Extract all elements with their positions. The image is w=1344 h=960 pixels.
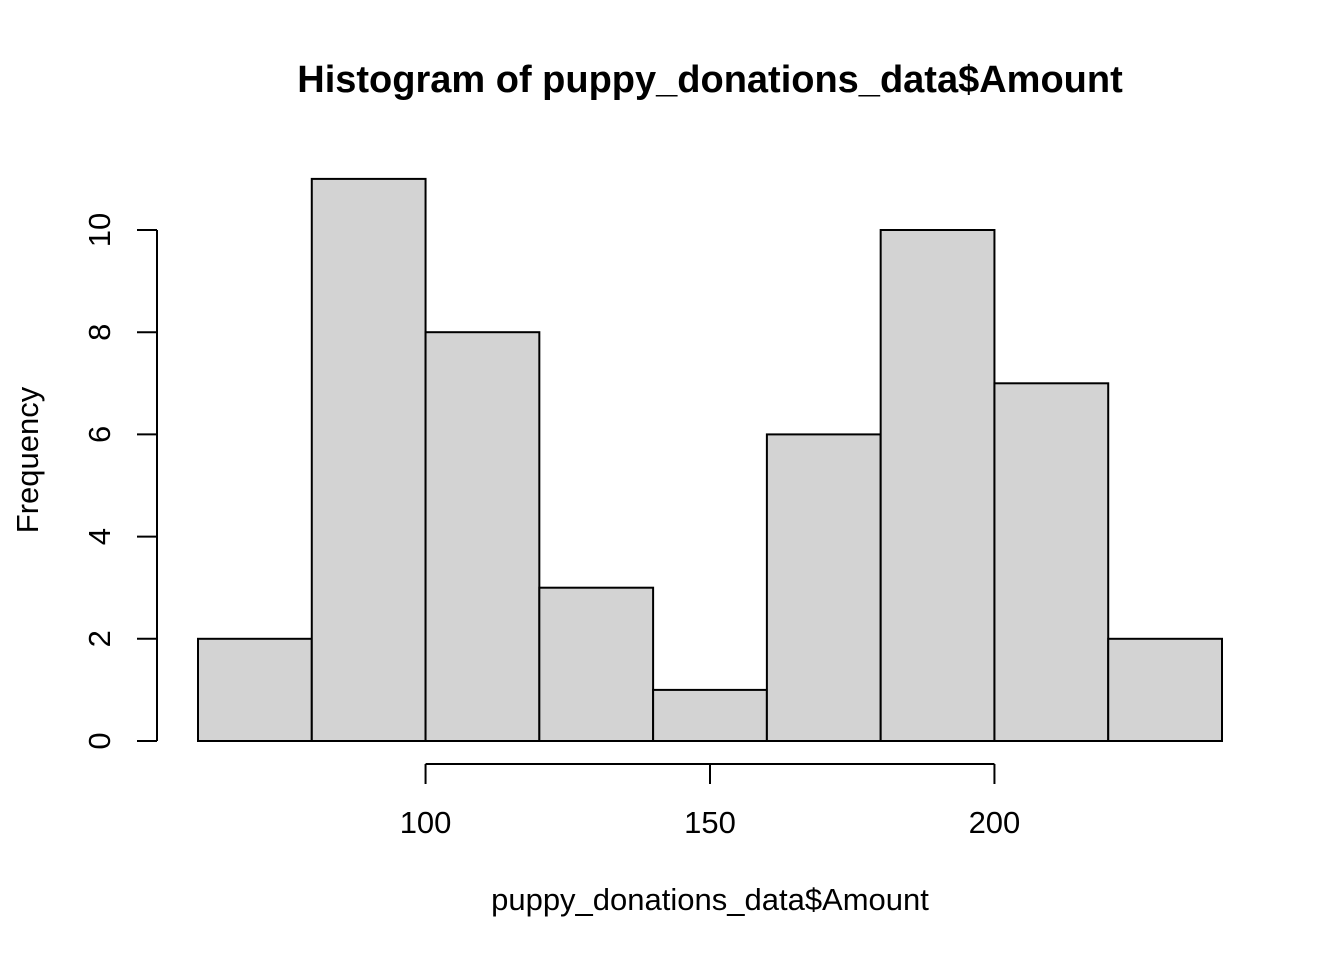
y-tick-label-6: 6 bbox=[82, 426, 117, 443]
y-axis-label: Frequency bbox=[10, 386, 45, 533]
histogram-bar-200-220 bbox=[993, 382, 1110, 742]
x-axis-label: puppy_donations_data$Amount bbox=[491, 882, 929, 917]
y-tick-label-8: 8 bbox=[82, 324, 117, 341]
histogram-bar-160-180 bbox=[765, 433, 882, 742]
x-axis: 100 150 200 bbox=[400, 763, 1021, 840]
x-tick-label-100: 100 bbox=[400, 805, 452, 840]
histogram-bar-120-140 bbox=[538, 586, 655, 743]
y-tick-label-2: 2 bbox=[82, 630, 117, 647]
histogram-bar-180-200 bbox=[879, 229, 996, 742]
histogram-bar-80-100 bbox=[310, 177, 427, 742]
histogram-bar-140-160 bbox=[652, 688, 768, 743]
histogram-bar-220-240 bbox=[1107, 637, 1223, 742]
x-tick-label-200: 200 bbox=[969, 805, 1021, 840]
y-tick-label-0: 0 bbox=[82, 732, 117, 749]
y-tick-label-4: 4 bbox=[82, 528, 117, 545]
bars-group bbox=[197, 177, 1223, 743]
histogram-bar-60-80 bbox=[197, 637, 313, 742]
y-tick-label-10: 10 bbox=[82, 213, 117, 247]
y-axis: 0 2 4 6 8 10 bbox=[82, 213, 158, 750]
x-tick-label-150: 150 bbox=[684, 805, 736, 840]
histogram-bar-100-120 bbox=[424, 331, 541, 742]
chart-title: Histogram of puppy_donations_data$Amount bbox=[297, 59, 1123, 101]
